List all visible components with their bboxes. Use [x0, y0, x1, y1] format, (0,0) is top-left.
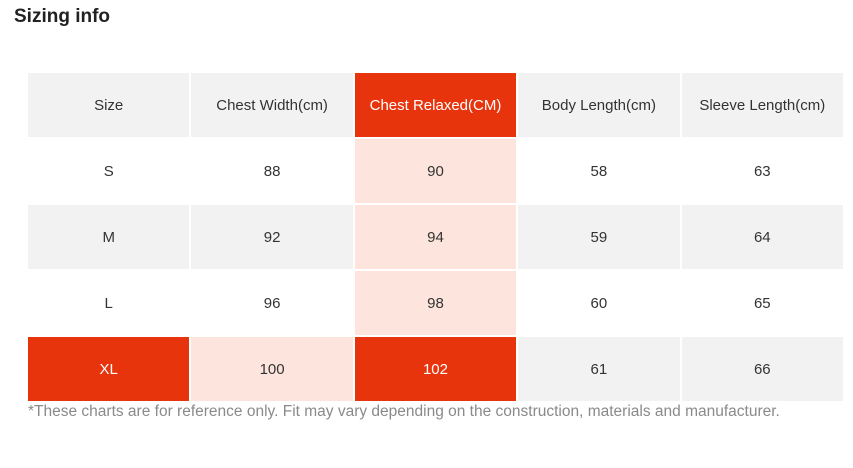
table-cell: 92 — [191, 205, 353, 269]
table-cell: 98 — [354, 271, 517, 335]
table-cell: S — [28, 139, 190, 203]
table-cell: 65 — [681, 271, 843, 335]
table-cell: 64 — [681, 205, 843, 269]
header-cell: Body Length(cm) — [518, 73, 680, 137]
table-cell: 63 — [681, 139, 843, 203]
table-cell: 102 — [354, 337, 517, 401]
size-table: Size Chest Width(cm) Chest Relaxed(CM) Body… — [28, 73, 843, 401]
footnote: *These charts are for reference only. Fi… — [28, 403, 780, 420]
table-cell: 59 — [518, 205, 680, 269]
header-cell: Chest Relaxed(CM) — [354, 73, 517, 137]
header-cell: Size — [28, 73, 190, 137]
table-cell: 94 — [354, 205, 517, 269]
table-cell: 100 — [191, 337, 353, 401]
table-cell: 61 — [518, 337, 680, 401]
header-cell: Sleeve Length(cm) — [681, 73, 843, 137]
table-cell: M — [28, 205, 190, 269]
table-cell: XL — [28, 337, 190, 401]
table-cell: L — [28, 271, 190, 335]
table-cell: 60 — [518, 271, 680, 335]
table-cell: 58 — [518, 139, 680, 203]
table-cell: 90 — [354, 139, 517, 203]
table-cell: 66 — [681, 337, 843, 401]
header-cell: Chest Width(cm) — [191, 73, 353, 137]
table-cell: 96 — [191, 271, 353, 335]
title: Sizing info — [14, 6, 111, 27]
table-cell: 88 — [191, 139, 353, 203]
